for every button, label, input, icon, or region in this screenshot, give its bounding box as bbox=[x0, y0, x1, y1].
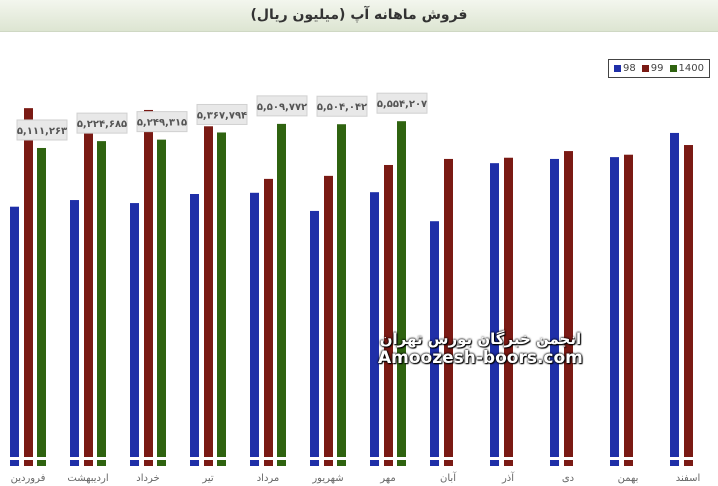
bar-99-9 bbox=[564, 151, 573, 458]
bar-foot-99-10 bbox=[624, 460, 633, 466]
bar-98-2 bbox=[130, 203, 139, 457]
bar-foot-98-10 bbox=[610, 460, 619, 466]
legend-item-99: 99 bbox=[641, 63, 664, 74]
data-label-box bbox=[76, 112, 128, 134]
data-label: ۵,۵۰۴,۰۴۲ bbox=[317, 102, 367, 113]
data-label-box bbox=[376, 92, 428, 114]
bar-foot-1400-2 bbox=[157, 460, 166, 466]
bar-foot-98-11 bbox=[670, 460, 679, 466]
bar-foot-99-3 bbox=[204, 460, 213, 466]
bar-1400-5 bbox=[337, 124, 346, 457]
bar-foot-99-9 bbox=[564, 460, 573, 466]
bar-foot-98-7 bbox=[430, 460, 439, 466]
bar-foot-99-8 bbox=[504, 460, 513, 466]
chart-title-bar: فروش ماهانه آپ (میلیون ریال) bbox=[0, 0, 718, 32]
x-tick-label: آذر bbox=[501, 471, 515, 484]
bar-98-5 bbox=[310, 210, 319, 457]
data-label-box bbox=[316, 95, 368, 117]
bar-98-10 bbox=[610, 157, 619, 458]
bar-99-10 bbox=[624, 154, 633, 457]
legend-item-98: 98 bbox=[614, 63, 636, 74]
bar-98-7 bbox=[430, 221, 439, 457]
bar-99-2 bbox=[144, 109, 153, 457]
bar-foot-99-11 bbox=[684, 460, 693, 466]
bar-1400-1 bbox=[97, 141, 106, 457]
bar-99-3 bbox=[204, 126, 213, 458]
bar-98-8 bbox=[490, 163, 499, 457]
bar-99-7 bbox=[444, 158, 453, 458]
bar-1400-3 bbox=[217, 132, 226, 458]
x-tick-label: بهمن bbox=[618, 473, 639, 484]
x-tick-label: تیر bbox=[201, 473, 214, 484]
data-label: ۵,۳۶۷,۷۹۴ bbox=[197, 110, 247, 121]
bar-99-1 bbox=[84, 114, 93, 458]
watermark: انجمن خبرگان بورس تهران Amoozesh-boors.c… bbox=[378, 330, 583, 368]
data-label-box bbox=[16, 119, 68, 141]
bar-foot-98-8 bbox=[490, 460, 499, 466]
bar-1400-4 bbox=[277, 123, 286, 457]
data-label: ۵,۵۰۹,۷۷۲ bbox=[257, 102, 307, 113]
bar-foot-99-2 bbox=[144, 460, 153, 466]
bar-foot-98-5 bbox=[310, 460, 319, 466]
bar-99-6 bbox=[384, 164, 393, 457]
bar-foot-99-6 bbox=[384, 460, 393, 466]
bar-98-6 bbox=[370, 192, 379, 457]
bar-99-8 bbox=[504, 157, 513, 457]
bar-99-11 bbox=[684, 145, 693, 457]
legend: 98 99 1400 bbox=[608, 59, 710, 78]
x-tick-label: خرداد bbox=[136, 473, 159, 484]
x-tick-label: اسفند bbox=[676, 473, 700, 484]
data-label-box bbox=[256, 95, 308, 117]
chart-title: فروش ماهانه آپ (میلیون ریال) bbox=[250, 7, 468, 23]
legend-item-1400: 1400 bbox=[669, 63, 704, 74]
bar-foot-1400-1 bbox=[97, 460, 106, 466]
bar-foot-1400-3 bbox=[217, 460, 226, 466]
watermark-fa: انجمن خبرگان بورس تهران bbox=[379, 330, 582, 348]
x-tick-label: فروردین bbox=[11, 473, 46, 484]
data-label-box bbox=[136, 111, 188, 133]
data-label: ۵,۱۱۱,۲۶۳ bbox=[17, 126, 67, 137]
bar-98-0 bbox=[10, 206, 19, 457]
bar-1400-6 bbox=[397, 121, 406, 457]
bar-foot-1400-0 bbox=[37, 460, 46, 466]
bar-foot-99-1 bbox=[84, 460, 93, 466]
data-label: ۵,۲۲۴,۶۸۵ bbox=[77, 119, 127, 130]
bar-foot-98-2 bbox=[130, 460, 139, 466]
bar-foot-98-6 bbox=[370, 460, 379, 466]
bar-foot-1400-4 bbox=[277, 460, 286, 466]
x-tick-label: اردیبهشت bbox=[67, 473, 108, 484]
bar-foot-98-3 bbox=[190, 460, 199, 466]
bar-foot-98-1 bbox=[70, 460, 79, 466]
bar-99-0 bbox=[24, 108, 33, 457]
data-label-box bbox=[196, 103, 248, 125]
bar-99-5 bbox=[324, 175, 333, 458]
bar-foot-99-0 bbox=[24, 460, 33, 466]
x-tick-label: مرداد bbox=[257, 473, 280, 484]
x-tick-label: شهریور bbox=[311, 473, 343, 484]
bar-foot-99-4 bbox=[264, 460, 273, 466]
bar-98-11 bbox=[670, 132, 679, 457]
bar-foot-98-4 bbox=[250, 460, 259, 466]
x-tick-label: مهر bbox=[379, 473, 395, 484]
bar-foot-1400-5 bbox=[337, 460, 346, 466]
data-label: ۵,۵۵۴,۲۰۷ bbox=[377, 99, 427, 110]
data-label: ۵,۲۴۹,۳۱۵ bbox=[137, 118, 187, 129]
bar-foot-99-7 bbox=[444, 460, 453, 466]
x-tick-label: دی bbox=[562, 473, 574, 484]
bar-foot-98-0 bbox=[10, 460, 19, 466]
bar-98-3 bbox=[190, 194, 199, 457]
bar-foot-1400-6 bbox=[397, 460, 406, 466]
x-tick-label: آبان bbox=[440, 471, 457, 484]
bar-98-9 bbox=[550, 158, 559, 458]
bar-1400-0 bbox=[37, 147, 46, 457]
bar-foot-99-5 bbox=[324, 460, 333, 466]
bar-foot-98-9 bbox=[550, 460, 559, 466]
watermark-en: Amoozesh-boors.com bbox=[378, 348, 583, 368]
bar-98-1 bbox=[70, 200, 79, 457]
bar-98-4 bbox=[250, 192, 259, 457]
bar-99-4 bbox=[264, 178, 273, 457]
bar-1400-2 bbox=[157, 139, 166, 457]
